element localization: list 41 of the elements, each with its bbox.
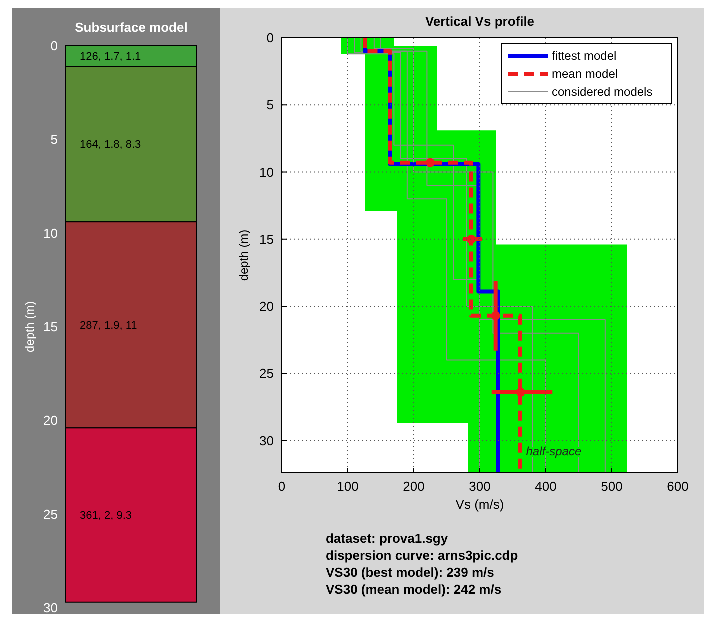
chart-title: Subsurface model [75,20,188,35]
x-tick-label: 0 [278,479,286,494]
text: VS30 (mean model): 242 m/s [326,582,502,597]
legend-label: fittest model [552,49,617,64]
text: dispersion curve: arns3pic.cdp [326,548,518,563]
y-axis-title: depth (m) [23,301,37,353]
data-label: 361, 2, 9.3 [80,510,132,522]
x-tick-label: 500 [601,479,623,494]
x-tick-label: 400 [535,479,557,494]
x-tick-label: 100 [337,479,359,494]
y-tick-label: 10 [44,226,58,241]
text: dataset: prova1.sgy [326,531,449,546]
data-label: 287, 1.9, 11 [80,320,138,332]
point [516,388,526,397]
y-tick-label: 20 [44,413,58,428]
text: VS30 (best model): 239 m/s [326,565,494,580]
y-axis-title: depth (m) [237,230,251,282]
y-tick-label: 0 [50,38,58,54]
x-tick-label: 300 [469,479,491,494]
y-tick-label: 5 [50,132,58,148]
legend-label: considered models [552,85,653,100]
chart-title: Vertical Vs profile [425,14,535,29]
legend-label: mean model [552,67,618,82]
point [491,311,500,320]
y-tick-label: 30 [44,600,58,616]
y-tick-label: 25 [260,366,274,382]
y-tick-label: 10 [260,164,274,180]
y-tick-label: 0 [266,30,274,46]
y-tick-label: 5 [266,98,274,113]
y-tick-label: 15 [260,232,274,247]
x-tick-label: 600 [667,479,689,494]
x-tick-label: 200 [403,479,425,494]
x-axis-title: Vs (m/s) [456,497,504,512]
data-label: 164, 1.8, 8.3 [80,139,142,152]
point [466,234,476,244]
y-tick-label: 20 [260,299,274,314]
y-tick-label: 30 [260,433,274,448]
y-tick-label: 15 [44,320,58,335]
data-label: 126, 1.7, 1.1 [80,51,142,64]
point [426,158,435,168]
y-tick-label: 25 [44,506,58,522]
